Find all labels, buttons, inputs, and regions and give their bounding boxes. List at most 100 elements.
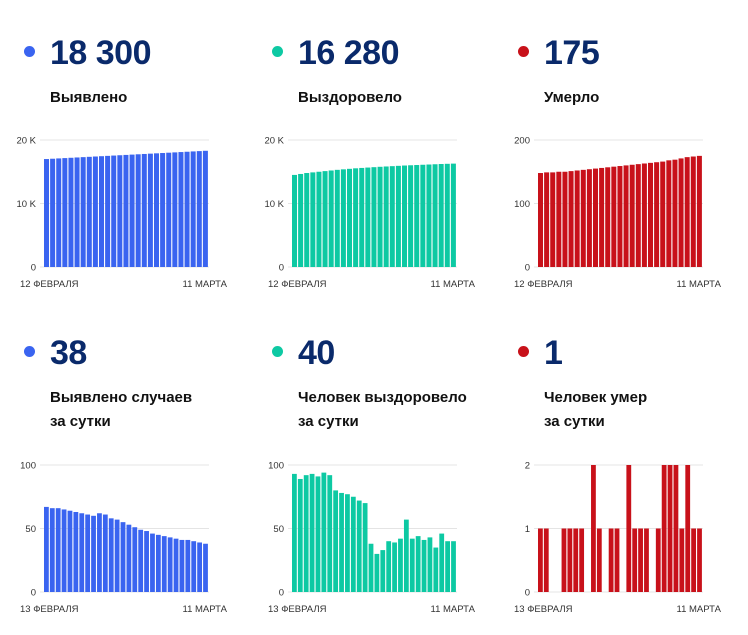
bar — [356, 500, 362, 592]
bar — [684, 157, 690, 267]
bar — [599, 167, 605, 267]
bar — [608, 528, 614, 592]
bar — [292, 473, 297, 592]
bar — [556, 171, 562, 267]
bar — [632, 528, 638, 592]
stat-label: Выявлено — [50, 89, 128, 106]
bar — [362, 503, 368, 592]
bar — [432, 164, 438, 267]
bar — [648, 162, 654, 267]
bar — [178, 152, 184, 267]
bar — [309, 473, 315, 592]
bar — [203, 543, 208, 592]
x-end-label: 11 МАРТА — [677, 279, 722, 290]
bar — [292, 174, 298, 267]
bar — [135, 154, 141, 267]
bar — [538, 173, 544, 267]
bar — [580, 169, 586, 267]
bar — [544, 172, 550, 267]
bar — [672, 159, 678, 267]
bar — [303, 475, 309, 592]
panel-died-daily: 1 Человек умер за сутки 0 1 2 13 ФЕВРАЛЯ 11 МАР… — [510, 330, 748, 635]
legend-dot-icon — [272, 46, 283, 57]
stat-value: 40 — [298, 334, 335, 372]
bar — [166, 152, 172, 267]
bar — [108, 518, 114, 592]
bar — [365, 167, 371, 267]
bar — [114, 519, 120, 592]
bar — [426, 164, 432, 267]
bar — [97, 513, 102, 592]
bar — [99, 156, 105, 267]
bar — [574, 170, 580, 267]
bar — [185, 539, 191, 592]
bar — [68, 157, 74, 267]
bar-chart: 0 1 2 13 ФЕВРАЛЯ 11 МАРТА — [514, 461, 722, 616]
bar — [353, 168, 359, 267]
bar — [586, 169, 592, 267]
bar — [196, 151, 202, 267]
bar — [666, 160, 672, 267]
x-start-label: 12 ФЕВРАЛЯ — [20, 279, 79, 290]
bar — [617, 166, 623, 267]
bar — [395, 165, 401, 267]
bar — [543, 528, 549, 592]
stat-label: Выздоровело — [298, 89, 402, 106]
stat-label: Человек выздоровело — [298, 389, 467, 406]
bar — [79, 513, 85, 592]
bar — [368, 543, 374, 592]
legend-dot-icon — [24, 46, 35, 57]
bar — [403, 519, 409, 592]
bar — [421, 539, 427, 592]
bar-chart: 0 10 K 20 K 12 ФЕВРАЛЯ 11 МАРТА — [264, 136, 476, 291]
bar — [380, 550, 386, 592]
bar — [120, 522, 126, 592]
legend-dot-icon — [518, 46, 529, 57]
bar — [605, 167, 611, 267]
bar — [62, 158, 68, 267]
bar — [44, 159, 50, 267]
bar — [644, 528, 649, 592]
bar — [339, 492, 344, 592]
y-tick-label: 0 — [31, 263, 36, 274]
bar — [550, 172, 556, 267]
bar — [144, 531, 149, 592]
bar — [389, 166, 395, 267]
bar — [184, 151, 190, 267]
bar — [667, 465, 673, 592]
bar — [123, 154, 129, 267]
bar — [409, 538, 415, 592]
bar — [190, 151, 196, 267]
bar — [155, 534, 161, 592]
stat-label: за сутки — [298, 413, 359, 430]
x-end-label: 11 МАРТА — [431, 604, 476, 615]
y-tick-label: 1 — [525, 524, 530, 535]
panel-recovered-daily: 40 Человек выздоровело за сутки 0 50 100 13 ФЕ… — [264, 330, 504, 635]
bar — [56, 158, 62, 267]
bar — [374, 553, 380, 592]
stat-label: Умерло — [544, 89, 600, 106]
bar — [591, 465, 596, 592]
bar — [328, 170, 334, 267]
panel-detected-daily: 38 Выявлено случаев за сутки 0 50 100 13 ФЕВРА… — [16, 330, 256, 635]
bar — [167, 537, 173, 592]
x-start-label: 12 ФЕВРАЛЯ — [514, 279, 573, 290]
bar — [202, 150, 208, 267]
bar — [350, 496, 356, 592]
bar — [386, 541, 392, 592]
bar — [629, 164, 635, 267]
bar — [445, 541, 451, 592]
bar — [383, 166, 389, 267]
bar — [179, 539, 185, 592]
bar — [138, 529, 144, 592]
bar — [310, 172, 316, 267]
x-end-label: 11 МАРТА — [431, 279, 476, 290]
bar — [690, 156, 696, 267]
y-tick-label: 0 — [525, 588, 530, 599]
bar — [433, 547, 439, 592]
y-tick-label: 10 K — [264, 199, 284, 210]
bar — [660, 161, 666, 267]
bar — [91, 515, 96, 592]
bar — [44, 506, 49, 592]
bar — [697, 528, 702, 592]
